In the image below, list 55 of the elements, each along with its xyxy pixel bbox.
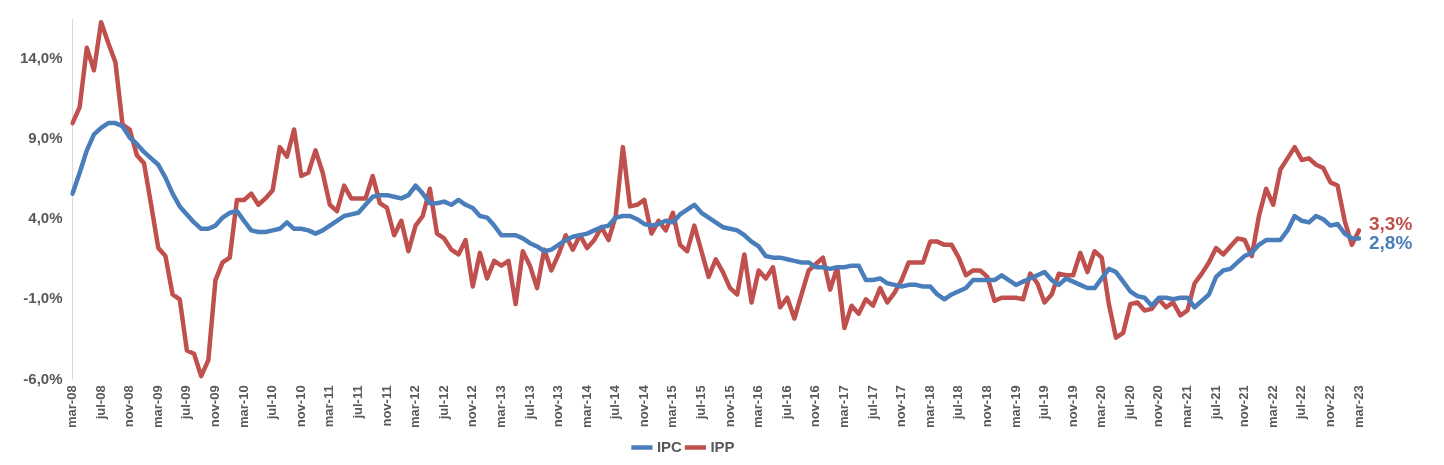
x-tick-label: mar-08 bbox=[64, 385, 80, 428]
x-tick-label: mar-14 bbox=[578, 384, 594, 428]
x-tick-label: jul-17 bbox=[864, 385, 880, 421]
data-label: 3,3% bbox=[1369, 213, 1413, 235]
x-tick-label: jul-20 bbox=[1121, 385, 1137, 421]
y-tick-label: -6,0% bbox=[23, 369, 63, 387]
x-tick-label: jul-10 bbox=[264, 385, 280, 421]
x-tick-label: nov-19 bbox=[1064, 385, 1080, 428]
x-tick-label: jul-08 bbox=[92, 385, 108, 421]
x-tick-label: mar-22 bbox=[1264, 385, 1280, 428]
x-tick-label: jul-19 bbox=[1036, 385, 1052, 421]
y-tick-label: 4,0% bbox=[28, 209, 63, 227]
x-tick-label: jul-22 bbox=[1293, 385, 1309, 421]
y-tick-label: 14,0% bbox=[19, 49, 63, 67]
x-tick-label: nov-08 bbox=[121, 385, 137, 428]
x-tick-label: mar-09 bbox=[149, 385, 165, 428]
x-tick-label: nov-14 bbox=[635, 384, 651, 428]
x-tick-label: jul-15 bbox=[693, 385, 709, 421]
x-tick-label: mar-19 bbox=[1007, 385, 1023, 428]
x-tick-label: nov-11 bbox=[378, 385, 394, 427]
legend-label: IPC bbox=[656, 437, 683, 455]
x-tick-label: jul-13 bbox=[521, 385, 537, 421]
x-tick-label: nov-15 bbox=[721, 385, 737, 428]
x-tick-label: nov-21 bbox=[1236, 385, 1252, 428]
x-tick-label: jul-09 bbox=[178, 385, 194, 421]
x-tick-label: mar-16 bbox=[750, 385, 766, 428]
x-tick-label: mar-10 bbox=[235, 385, 251, 428]
x-tick-label: nov-17 bbox=[893, 385, 909, 428]
x-tick-label: mar-18 bbox=[921, 385, 937, 428]
x-tick-label: mar-20 bbox=[1093, 385, 1109, 428]
x-tick-label: mar-17 bbox=[835, 385, 851, 428]
x-tick-label: nov-12 bbox=[464, 385, 480, 428]
x-tick-label: nov-16 bbox=[807, 385, 823, 428]
x-tick-label: jul-18 bbox=[950, 385, 966, 421]
x-tick-label: nov-13 bbox=[550, 385, 566, 428]
x-tick-label: nov-10 bbox=[292, 385, 308, 428]
x-tick-label: mar-21 bbox=[1179, 385, 1195, 428]
y-tick-label: -1,0% bbox=[23, 289, 63, 307]
x-tick-label: mar-15 bbox=[664, 385, 680, 428]
data-label: 2,8% bbox=[1369, 232, 1413, 254]
x-tick-label: nov-09 bbox=[207, 385, 223, 428]
x-tick-label: mar-23 bbox=[1350, 385, 1366, 428]
x-tick-label: nov-20 bbox=[1150, 385, 1166, 428]
x-tick-label: nov-18 bbox=[978, 385, 994, 428]
x-tick-label: jul-14 bbox=[607, 384, 623, 421]
x-tick-label: jul-11 bbox=[349, 385, 365, 420]
y-tick-label: 9,0% bbox=[28, 129, 63, 147]
x-tick-label: nov-22 bbox=[1321, 385, 1337, 428]
x-tick-label: mar-13 bbox=[492, 385, 508, 428]
x-tick-label: jul-12 bbox=[435, 385, 451, 421]
x-tick-label: mar-12 bbox=[407, 385, 423, 428]
x-tick-label: mar-11 bbox=[321, 385, 337, 428]
legend-label: IPP bbox=[710, 437, 735, 455]
x-tick-label: jul-21 bbox=[1207, 385, 1223, 421]
x-tick-label: jul-16 bbox=[778, 385, 794, 421]
